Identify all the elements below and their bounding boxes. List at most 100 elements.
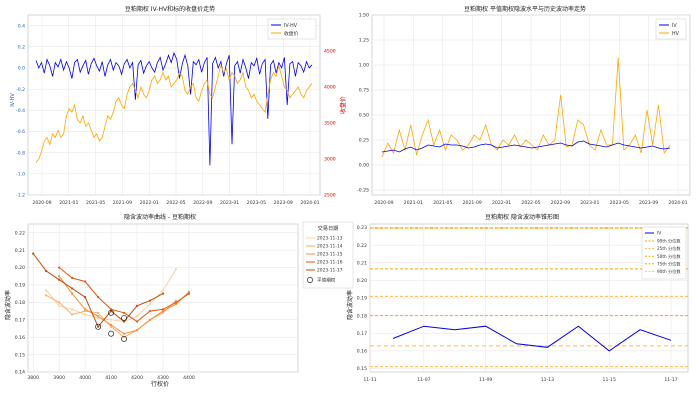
y-tick-label: 0.17 xyxy=(15,317,25,323)
legend-label: 2023-11-17 xyxy=(317,268,343,274)
x-tick-label: 2022-01 xyxy=(492,200,511,206)
legend-title: 交易日期 xyxy=(318,224,339,232)
data-point xyxy=(58,278,61,281)
data-point xyxy=(174,301,178,304)
x-tick-label: 11-17 xyxy=(664,377,677,383)
data-point xyxy=(109,308,113,311)
chart-title: 豆粕期权 平值期权隐波水平与历史波动率走势 xyxy=(464,5,586,13)
y-tick-label: 0.19 xyxy=(357,296,367,302)
y-axis-label: 隐含波动率 xyxy=(346,290,354,320)
y-tick-label: 0.50 xyxy=(359,113,369,119)
y-axis-label-right: 收盘价 xyxy=(339,96,347,114)
data-point xyxy=(58,275,61,278)
legend-label: 50th 分位数 xyxy=(657,253,681,260)
chart-panel-price-ivhv: 豆粕期权 IV-HV和标的收盘价走势 IV-HV 收盘价 -1.2 -1.0 -0.… xyxy=(10,5,347,206)
data-point xyxy=(71,276,74,280)
data-point xyxy=(45,289,48,292)
y-tick-label: 0.00 xyxy=(359,163,369,169)
x-tick-label: 2024-01 xyxy=(668,200,687,206)
y-tick-label-right: 3000 xyxy=(324,157,336,163)
y-tick-label: 0.25 xyxy=(359,138,369,144)
data-point xyxy=(135,304,139,307)
data-point xyxy=(174,299,178,302)
data-point xyxy=(161,289,165,292)
x-tick-label: 2021-05 xyxy=(433,200,452,206)
data-point xyxy=(161,292,165,295)
y-tick-label: 0.15 xyxy=(357,366,367,372)
x-tick-label: 2020-09 xyxy=(32,200,51,206)
x-tick-label: 2023-05 xyxy=(247,200,266,206)
y-tick-label-right: 3500 xyxy=(324,121,336,127)
x-tick-label: 4000 xyxy=(79,375,91,381)
y-tick-label: 0.0 xyxy=(18,66,25,72)
y-tick-label: -0.2 xyxy=(16,87,25,93)
legend-label: 2023-11-13 xyxy=(317,236,343,242)
x-tick-label: 4200 xyxy=(131,375,143,381)
plot-area xyxy=(27,14,321,196)
legend xyxy=(655,18,687,40)
data-point xyxy=(71,292,74,295)
y-tick-label: 0.16 xyxy=(357,349,367,355)
data-point xyxy=(174,302,178,306)
atm-marker xyxy=(108,309,115,316)
x-tick-label: 2023-01 xyxy=(220,200,239,206)
y-tick-label: 1.25 xyxy=(359,38,369,44)
x-tick-label: 2022-09 xyxy=(193,200,212,206)
y-tick-label: 0.15 xyxy=(15,352,25,358)
legend-label: IV-HV xyxy=(284,23,298,29)
data-point xyxy=(71,287,74,290)
x-axis-label: 行权价 xyxy=(151,380,169,388)
y-tick-label: 0.22 xyxy=(357,243,367,249)
y-tick-label: -0.6 xyxy=(16,129,25,135)
x-tick-label: 2022-01 xyxy=(140,200,159,206)
x-tick-label: 2022-05 xyxy=(166,200,185,206)
data-point xyxy=(58,301,61,304)
data-point xyxy=(84,280,87,283)
x-tick-label: 2023-09 xyxy=(274,200,293,206)
x-tick-label: 2021-01 xyxy=(404,200,423,206)
data-point xyxy=(187,290,191,294)
y-tick-label: 0.22 xyxy=(15,230,25,236)
atm-marker xyxy=(95,323,102,330)
data-point xyxy=(148,302,152,306)
x-tick-label: 11-13 xyxy=(541,377,554,383)
y-tick-label-right: 4500 xyxy=(324,49,336,55)
legend-label: 2023-11-16 xyxy=(317,260,343,266)
data-point xyxy=(122,311,126,314)
x-tick-label: 11-15 xyxy=(603,377,616,383)
legend xyxy=(302,221,354,289)
legend xyxy=(641,226,687,280)
data-point xyxy=(161,309,165,313)
legend-label: 平值期权 xyxy=(317,277,336,284)
x-tick-label: 2023-09 xyxy=(639,200,658,206)
legend-label: 收盘价 xyxy=(284,30,299,37)
data-point xyxy=(84,296,87,299)
data-point xyxy=(96,296,100,299)
y-tick-label-right: 4000 xyxy=(324,85,336,91)
series-line-close-price xyxy=(35,64,313,163)
y-axis-label: IV-HV xyxy=(10,93,16,107)
x-tick-label: 11-11 xyxy=(363,377,376,383)
y-axis-label: 隐含波动率 xyxy=(4,290,12,320)
x-tick-label: 2022-09 xyxy=(551,200,570,206)
data-point xyxy=(58,266,61,269)
y-tick-label: 0.19 xyxy=(15,283,25,289)
y-tick-label: 0.18 xyxy=(357,313,367,319)
x-tick-label: 11-07 xyxy=(417,377,430,383)
y-tick-label: -0.25 xyxy=(357,188,369,194)
data-point xyxy=(148,309,152,313)
data-point xyxy=(45,269,48,273)
legend-label: 90th 分位数 xyxy=(657,238,681,245)
y-tick-label: 0.4 xyxy=(18,23,25,29)
atm-marker xyxy=(121,335,128,342)
data-point xyxy=(96,316,100,320)
data-point xyxy=(135,320,139,323)
data-point xyxy=(84,313,87,316)
data-point xyxy=(161,308,165,311)
y-tick-label: -0.4 xyxy=(16,108,25,114)
x-tick-label: 3800 xyxy=(27,375,39,381)
x-tick-label: 11-09 xyxy=(479,377,492,383)
x-tick-label: 3900 xyxy=(53,375,65,381)
y-tick-label: 1.50 xyxy=(359,13,369,19)
